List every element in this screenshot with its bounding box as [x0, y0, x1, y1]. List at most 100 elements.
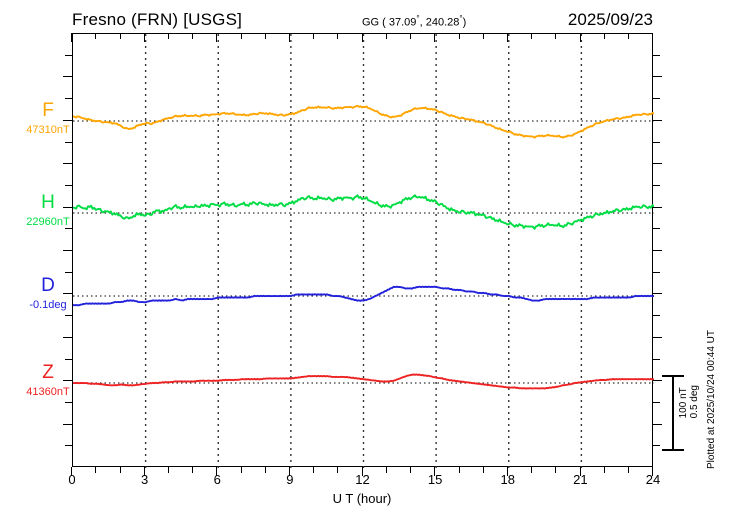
x-axis-tick — [603, 467, 605, 473]
x-axis-tick — [119, 467, 121, 473]
x-axis-tick-top — [458, 33, 460, 39]
x-axis-tick — [192, 467, 194, 473]
x-axis-tick-top — [192, 33, 194, 39]
x-axis-tick-top — [579, 33, 581, 42]
y-axis-tick — [63, 380, 72, 382]
trace-h — [73, 194, 654, 230]
component-letter-z: Z — [42, 362, 54, 383]
y-axis-tick — [63, 163, 72, 165]
component-value-d: -0.1deg — [29, 299, 67, 311]
x-axis-tick-top — [264, 33, 266, 39]
y-axis-tick — [65, 358, 72, 360]
y-axis-tick-right — [653, 54, 660, 56]
x-axis-label: 15 — [427, 472, 443, 487]
geo-prefix: GG ( 37.09 — [362, 16, 417, 29]
plot-area — [72, 33, 654, 468]
x-axis-label: 21 — [573, 472, 588, 487]
geographic-coordinates: GG ( 37.09°, 240.28°) — [362, 14, 466, 29]
y-axis-tick — [63, 76, 72, 78]
y-axis-tick-right — [653, 358, 660, 360]
component-letter-d: D — [41, 275, 55, 296]
y-axis-tick-right — [653, 228, 660, 230]
trace-f — [73, 104, 654, 139]
x-axis-tick-top — [385, 33, 387, 39]
y-axis-tick — [63, 250, 72, 251]
y-axis-tick-right — [653, 250, 662, 251]
y-axis-tick-right — [653, 336, 662, 338]
scale-bar-cap-top — [662, 375, 684, 377]
x-axis-tick — [410, 467, 412, 473]
y-axis-tick-right — [653, 141, 660, 143]
x-axis-tick — [627, 467, 629, 473]
x-axis-tick-top — [313, 33, 315, 39]
x-axis-tick-top — [410, 33, 412, 39]
geo-mid: , 240.28 — [419, 16, 460, 29]
x-axis-tick-top — [627, 33, 629, 39]
x-axis-tick — [216, 467, 218, 476]
x-axis-tick — [313, 467, 315, 473]
y-axis-tick-right — [653, 423, 662, 425]
x-axis-tick-top — [337, 33, 339, 39]
y-axis-tick — [65, 315, 72, 317]
y-axis-tick — [65, 445, 72, 447]
y-axis-tick — [63, 119, 72, 121]
trace-z — [73, 373, 654, 390]
y-axis-tick-right — [653, 401, 660, 403]
trace-d — [73, 285, 654, 307]
x-axis-tick-top — [603, 33, 605, 39]
x-axis-tick-top — [240, 33, 242, 39]
x-axis-label: 24 — [645, 472, 661, 487]
x-axis-tick — [168, 467, 170, 473]
x-axis-tick-top — [168, 33, 170, 39]
plotted-at-timestamp: Plotted at 2025/10/24 00:44 UT — [706, 330, 717, 469]
component-value-f: 47310nT — [26, 124, 70, 136]
y-axis-tick-right — [653, 76, 662, 78]
x-axis-tick-top — [531, 33, 533, 39]
x-axis-tick — [289, 467, 291, 476]
x-axis-tick-top — [119, 33, 121, 39]
x-axis-title: U T (hour) — [332, 491, 392, 506]
x-axis-label: 3 — [141, 472, 149, 487]
y-axis-tick — [63, 336, 72, 338]
x-axis-tick — [71, 467, 73, 476]
x-axis-tick — [361, 467, 363, 476]
observation-date: 2025/09/23 — [567, 10, 653, 29]
page-title: Fresno (FRN) [USGS] — [72, 10, 243, 29]
x-axis-tick — [337, 467, 339, 473]
x-axis-tick — [652, 467, 654, 476]
x-axis-tick-top — [143, 33, 145, 42]
chart-canvas — [73, 34, 654, 468]
x-axis-tick-top — [71, 33, 73, 42]
x-axis-tick-top — [434, 33, 436, 42]
x-axis-label: 12 — [355, 472, 370, 487]
y-axis-tick-right — [653, 98, 660, 100]
y-axis-tick — [63, 206, 72, 208]
component-letter-h: H — [41, 192, 55, 213]
y-axis-tick-right — [653, 163, 662, 165]
component-letter-f: F — [42, 100, 54, 121]
y-axis-tick-right — [653, 445, 660, 447]
x-axis-tick-top — [289, 33, 291, 42]
y-axis-tick — [65, 54, 72, 56]
x-axis-tick — [579, 467, 581, 476]
x-axis-tick — [95, 467, 97, 473]
x-axis-tick-top — [555, 33, 557, 39]
component-value-h: 22960nT — [26, 216, 70, 228]
x-axis-tick — [143, 467, 145, 476]
x-axis-tick-top — [482, 33, 484, 39]
degree-symbol-1: ° — [416, 14, 420, 23]
y-axis-tick — [65, 184, 72, 186]
x-axis-tick-top — [361, 33, 363, 42]
y-axis-tick — [63, 423, 72, 425]
y-axis-tick-right — [653, 293, 662, 295]
component-value-z: 41360nT — [26, 386, 70, 398]
x-axis-tick — [482, 467, 484, 473]
y-axis-tick — [65, 98, 72, 100]
x-axis-tick — [264, 467, 266, 473]
x-axis-tick — [385, 467, 387, 473]
y-axis-tick-right — [653, 206, 662, 208]
y-axis-tick-right — [653, 380, 662, 382]
y-axis-tick-right — [653, 315, 660, 317]
x-axis-tick-top — [216, 33, 218, 42]
